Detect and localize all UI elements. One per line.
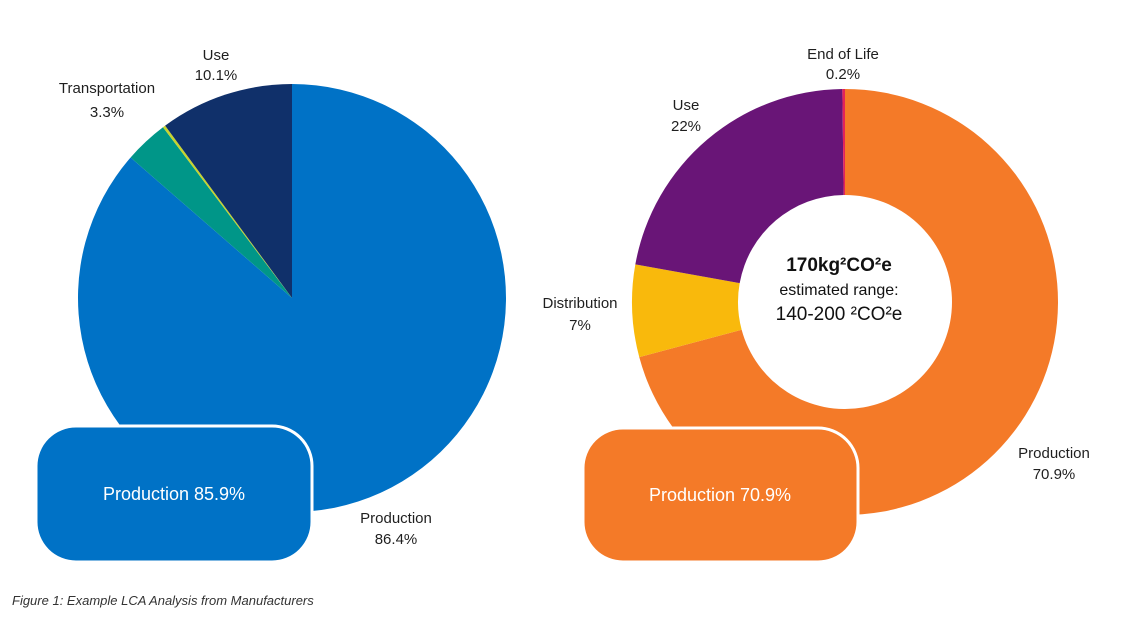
- donut-center-range: 140-200 ²CO²e: [776, 304, 903, 325]
- label-endoflife-name: End of Life: [807, 46, 879, 63]
- charts-canvas: Use 10.1% Transportation 3.3% Production…: [34, 46, 1090, 564]
- label-endoflife-pct: 0.2%: [826, 66, 860, 83]
- pie-chart-left: [78, 84, 507, 512]
- figure-caption: Figure 1: Example LCA Analysis from Manu…: [12, 593, 314, 608]
- callout-left-text: Production 85.9%: [103, 484, 245, 504]
- callout-right-text: Production 70.9%: [649, 485, 791, 505]
- label-production2-pct: 70.9%: [1033, 466, 1076, 483]
- callout-right: Production 70.9%: [581, 426, 860, 564]
- donut-right-slice-end-of-life-3: [842, 89, 845, 196]
- label-distribution-name: Distribution: [542, 295, 617, 312]
- label-use-name: Use: [203, 47, 230, 64]
- label-use-pct: 10.1%: [195, 67, 238, 84]
- callout-left-box: [34, 424, 314, 564]
- donut-center-total: 170kg²CO²e: [786, 255, 892, 276]
- label-production2-name: Production: [1018, 445, 1090, 462]
- donut-chart-right: [632, 89, 1059, 515]
- label-distribution-pct: 7%: [569, 317, 591, 334]
- pie-left-slice-use-3: [165, 84, 292, 298]
- callout-left: Production 85.9%: [34, 424, 314, 564]
- pie-left-slice-unlabeled-2: [162, 125, 292, 298]
- pie-left-slice-transportation-1: [130, 127, 292, 298]
- label-production-name: Production: [360, 510, 432, 527]
- label-production-pct: 86.4%: [375, 531, 418, 548]
- donut-right-slice-use-2: [635, 89, 844, 284]
- donut-right-slice-distribution-1: [632, 264, 742, 358]
- label-use2-name: Use: [673, 97, 700, 114]
- label-transportation-pct: 3.3%: [90, 104, 124, 121]
- donut-right-slice-production-0: [639, 89, 1059, 515]
- callout-right-box: [581, 426, 860, 564]
- donut-center-subtitle: estimated range:: [779, 282, 898, 299]
- label-transportation-name: Transportation: [59, 80, 155, 97]
- label-use2-pct: 22%: [671, 118, 701, 135]
